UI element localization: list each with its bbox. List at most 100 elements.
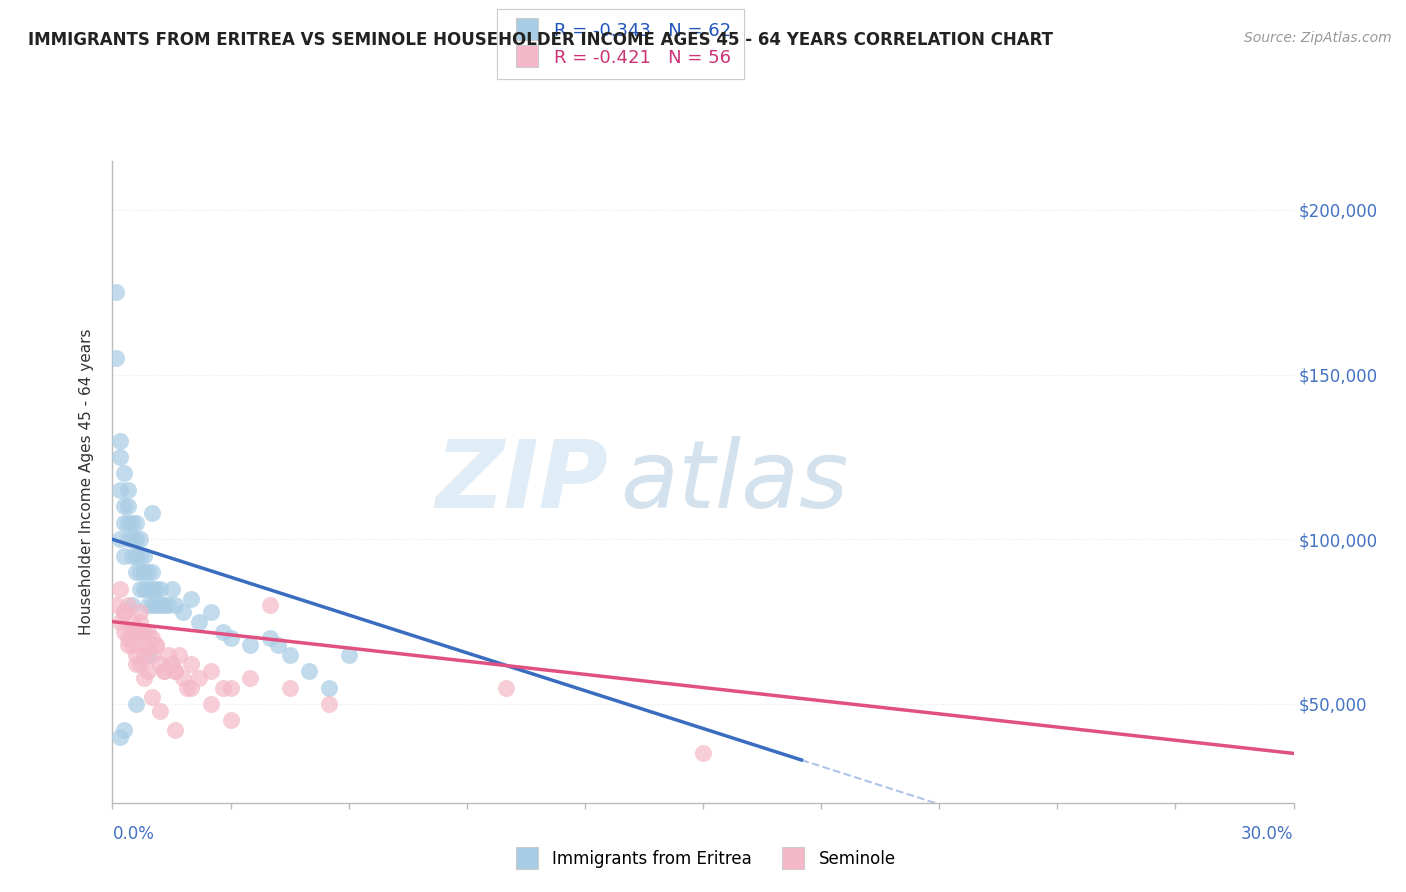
Point — [200, 605, 222, 619]
Point — [110, 615, 132, 629]
Point — [117, 516, 139, 530]
Point — [132, 624, 155, 639]
Legend: Immigrants from Eritrea, Seminole: Immigrants from Eritrea, Seminole — [503, 844, 903, 875]
Legend: R = -0.343   N = 62, R = -0.421   N = 56: R = -0.343 N = 62, R = -0.421 N = 56 — [496, 9, 744, 79]
Point — [141, 631, 163, 645]
Point — [278, 648, 301, 662]
Point — [110, 730, 132, 744]
Point — [169, 648, 191, 662]
Point — [156, 598, 179, 612]
Point — [117, 631, 139, 645]
Point — [219, 681, 242, 695]
Point — [145, 638, 167, 652]
Point — [112, 516, 135, 530]
Point — [117, 533, 139, 547]
Point — [129, 566, 152, 580]
Point — [112, 605, 135, 619]
Point — [259, 598, 281, 612]
Point — [132, 582, 155, 596]
Point — [129, 615, 152, 629]
Point — [117, 598, 139, 612]
Point — [117, 500, 139, 514]
Point — [692, 747, 714, 761]
Point — [136, 598, 159, 612]
Point — [188, 671, 211, 685]
Point — [200, 697, 222, 711]
Point — [110, 533, 132, 547]
Point — [132, 566, 155, 580]
Y-axis label: Householder Income Ages 45 - 64 years: Householder Income Ages 45 - 64 years — [79, 328, 94, 635]
Point — [110, 434, 132, 448]
Point — [259, 631, 281, 645]
Point — [165, 664, 187, 678]
Point — [180, 591, 202, 606]
Point — [125, 657, 148, 672]
Point — [176, 681, 198, 695]
Point — [495, 681, 517, 695]
Point — [129, 549, 152, 563]
Point — [110, 582, 132, 596]
Point — [141, 648, 163, 662]
Point — [165, 664, 187, 678]
Point — [211, 624, 233, 639]
Point — [132, 549, 155, 563]
Point — [105, 351, 128, 366]
Text: Source: ZipAtlas.com: Source: ZipAtlas.com — [1244, 31, 1392, 45]
Point — [145, 598, 167, 612]
Point — [129, 624, 152, 639]
Point — [172, 605, 194, 619]
Point — [160, 582, 183, 596]
Point — [219, 631, 242, 645]
Point — [132, 648, 155, 662]
Point — [165, 723, 187, 738]
Point — [125, 566, 148, 580]
Point — [121, 615, 143, 629]
Point — [105, 285, 128, 300]
Point — [152, 664, 174, 678]
Point — [125, 516, 148, 530]
Point — [141, 582, 163, 596]
Point — [112, 467, 135, 481]
Point — [121, 533, 143, 547]
Point — [239, 671, 262, 685]
Point — [121, 549, 143, 563]
Text: IMMIGRANTS FROM ERITREA VS SEMINOLE HOUSEHOLDER INCOME AGES 45 - 64 YEARS CORREL: IMMIGRANTS FROM ERITREA VS SEMINOLE HOUS… — [28, 31, 1053, 49]
Point — [110, 450, 132, 464]
Text: ZIP: ZIP — [436, 435, 609, 528]
Point — [110, 483, 132, 497]
Point — [160, 657, 183, 672]
Point — [105, 598, 128, 612]
Point — [188, 615, 211, 629]
Point — [318, 697, 340, 711]
Point — [145, 638, 167, 652]
Point — [141, 506, 163, 520]
Point — [121, 638, 143, 652]
Point — [129, 657, 152, 672]
Point — [200, 664, 222, 678]
Point — [141, 566, 163, 580]
Point — [125, 648, 148, 662]
Text: atlas: atlas — [620, 436, 849, 527]
Point — [136, 664, 159, 678]
Point — [132, 671, 155, 685]
Point — [211, 681, 233, 695]
Point — [112, 605, 135, 619]
Point — [149, 582, 172, 596]
Text: 0.0%: 0.0% — [112, 825, 155, 843]
Point — [112, 624, 135, 639]
Point — [149, 657, 172, 672]
Point — [117, 638, 139, 652]
Point — [125, 533, 148, 547]
Point — [267, 638, 290, 652]
Point — [136, 582, 159, 596]
Point — [121, 598, 143, 612]
Point — [141, 598, 163, 612]
Point — [172, 671, 194, 685]
Point — [141, 690, 163, 705]
Point — [149, 704, 172, 718]
Point — [165, 598, 187, 612]
Point — [337, 648, 360, 662]
Point — [152, 598, 174, 612]
Point — [125, 549, 148, 563]
Point — [180, 657, 202, 672]
